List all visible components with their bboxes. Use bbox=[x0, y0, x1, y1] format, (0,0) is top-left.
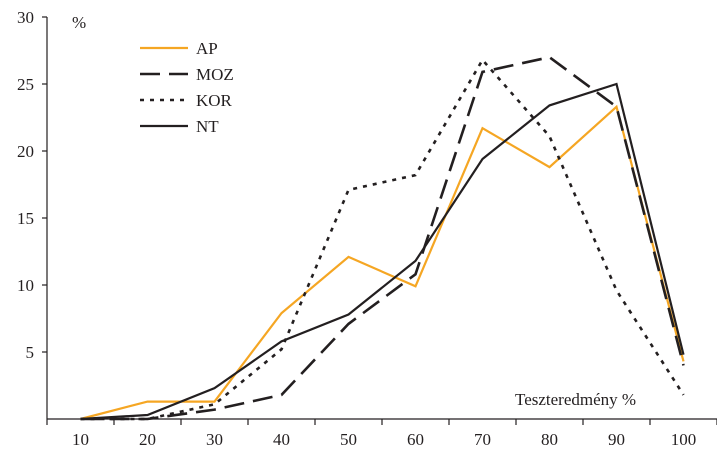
x-tick-label: 60 bbox=[407, 430, 424, 449]
y-tick-label: 20 bbox=[17, 142, 34, 161]
x-tick-label: 40 bbox=[273, 430, 290, 449]
y-tick-label: 15 bbox=[17, 209, 34, 228]
y-tick-label: 10 bbox=[17, 276, 34, 295]
y-tick-label: 5 bbox=[26, 343, 35, 362]
legend-label-kor: KOR bbox=[196, 91, 233, 110]
series-layer bbox=[80, 55, 685, 421]
x-axis-title: Teszteredmény % bbox=[515, 390, 636, 409]
legend: AP MOZ KOR NT bbox=[140, 39, 234, 136]
series-line-kor bbox=[80, 57, 685, 421]
x-tick-label: 90 bbox=[608, 430, 625, 449]
x-tick-label: 80 bbox=[541, 430, 558, 449]
legend-label-nt: NT bbox=[196, 117, 219, 136]
y-tick-label: 25 bbox=[17, 75, 34, 94]
x-tick-label: 10 bbox=[72, 430, 89, 449]
series-line-moz bbox=[80, 55, 685, 421]
series-line-nt bbox=[80, 82, 685, 421]
x-tick-label: 50 bbox=[340, 430, 357, 449]
x-tick-label: 20 bbox=[139, 430, 156, 449]
axes: 5 10 15 20 25 30 10 20 30 40 50 60 70 80 90 100 bbox=[17, 8, 717, 449]
x-tick-label: 30 bbox=[206, 430, 223, 449]
y-tick-label: 30 bbox=[17, 8, 34, 27]
series-line-ap bbox=[80, 104, 685, 421]
x-tick-label: 100 bbox=[671, 430, 697, 449]
x-tick-label: 70 bbox=[474, 430, 491, 449]
y-axis-unit-label: % bbox=[72, 13, 86, 32]
legend-label-moz: MOZ bbox=[196, 65, 234, 84]
legend-label-ap: AP bbox=[196, 39, 218, 58]
